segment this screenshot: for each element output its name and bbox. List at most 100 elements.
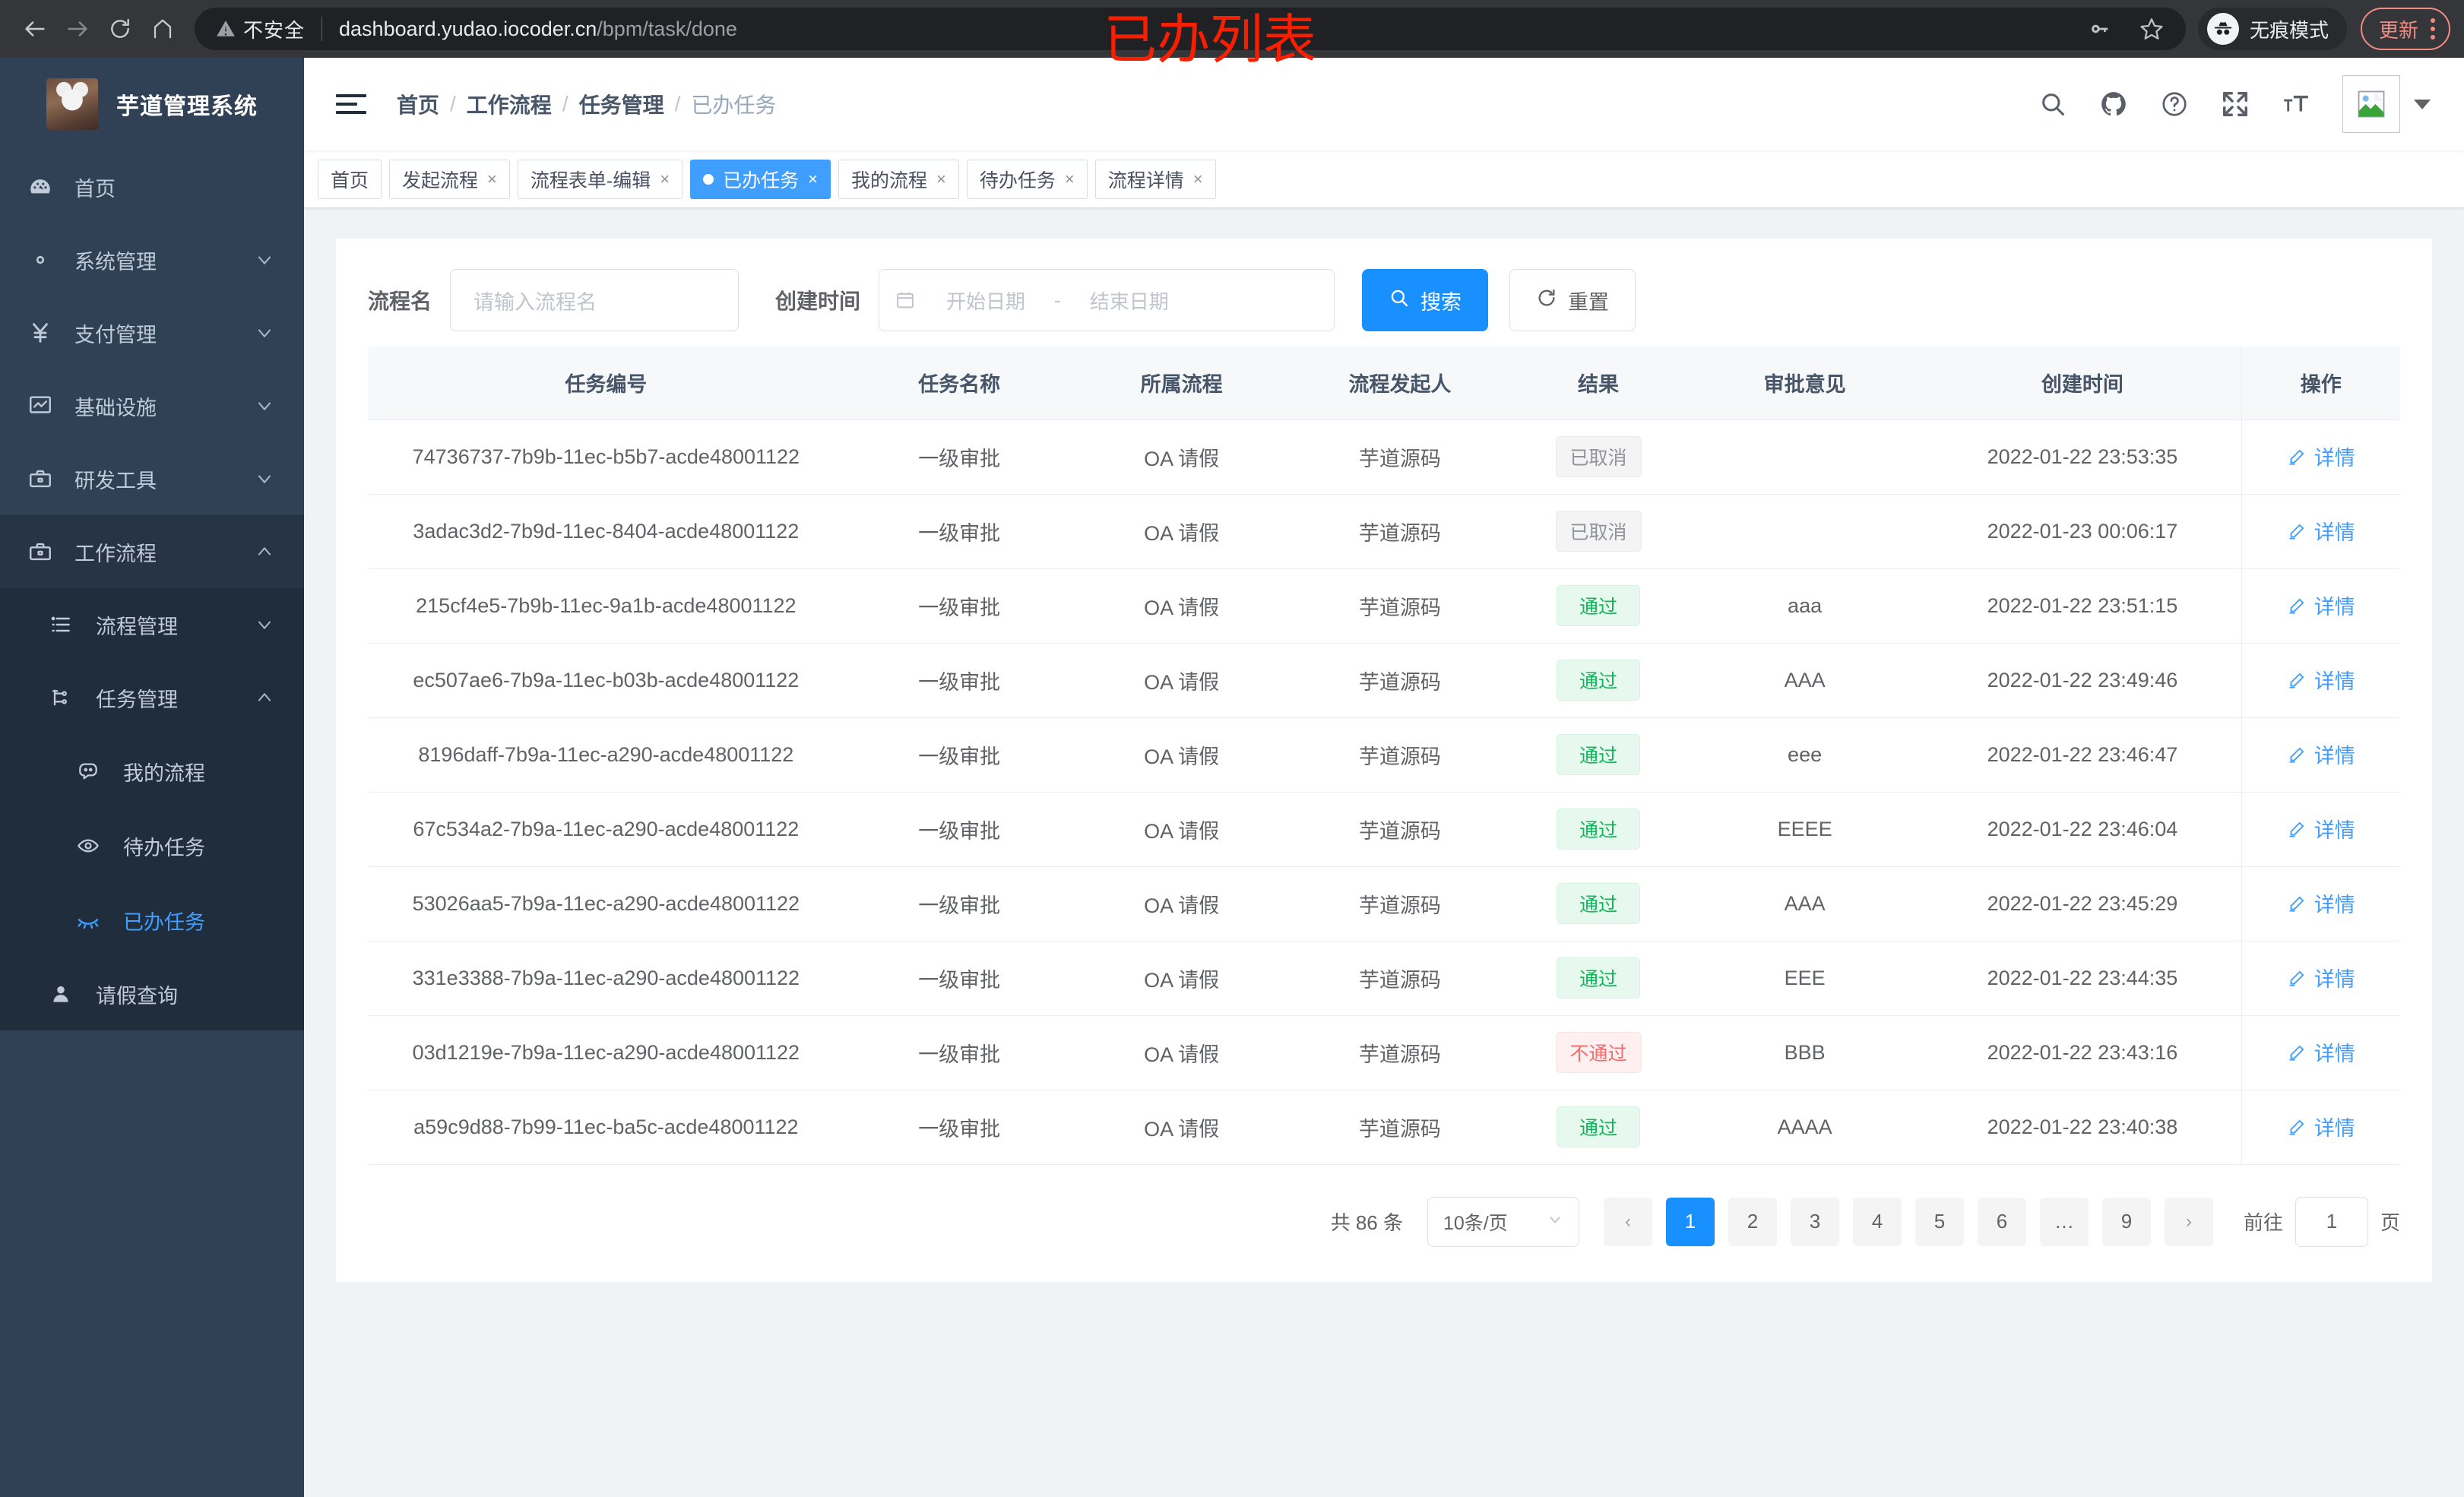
detail-button[interactable]: 详情 bbox=[2287, 1037, 2355, 1067]
pagination-page-button[interactable]: 2 bbox=[1728, 1197, 1777, 1246]
detail-button[interactable]: 详情 bbox=[2287, 442, 2355, 471]
cell-opinion bbox=[1685, 494, 1924, 569]
column-header-task-name: 任务名称 bbox=[844, 347, 1075, 420]
avatar[interactable] bbox=[2342, 75, 2431, 133]
detail-button[interactable]: 详情 bbox=[2287, 1112, 2355, 1141]
user-icon bbox=[49, 982, 84, 1006]
hamburger-icon[interactable] bbox=[336, 87, 369, 121]
gear-icon bbox=[27, 247, 62, 273]
column-header-operation: 操作 bbox=[2241, 347, 2400, 420]
close-icon[interactable]: × bbox=[487, 169, 497, 188]
search-icon[interactable] bbox=[2038, 90, 2067, 119]
pencil-icon bbox=[2287, 894, 2307, 913]
breadcrumb-item[interactable]: 工作流程 bbox=[466, 93, 552, 117]
font-size-icon[interactable] bbox=[2282, 90, 2310, 119]
forward-button[interactable] bbox=[56, 8, 99, 50]
tab-todo-task[interactable]: 待办任务 × bbox=[966, 159, 1088, 199]
close-icon[interactable]: × bbox=[808, 169, 818, 188]
breadcrumb-item[interactable]: 任务管理 bbox=[578, 93, 664, 117]
sidebar-item-process-manage[interactable]: 流程管理 bbox=[0, 588, 304, 661]
table-row: 67c534a2-7b9a-11ec-a290-acde48001122 一级审批… bbox=[368, 792, 2400, 867]
tab-process-form-edit[interactable]: 流程表单-编辑 × bbox=[517, 159, 683, 199]
close-icon[interactable]: × bbox=[936, 169, 946, 188]
tab-label: 流程表单-编辑 bbox=[530, 169, 651, 191]
breadcrumb-item[interactable]: 首页 bbox=[397, 93, 440, 117]
cell-process: OA 请假 bbox=[1074, 1015, 1289, 1090]
pencil-icon bbox=[2287, 1117, 2307, 1137]
close-icon[interactable]: × bbox=[660, 169, 670, 188]
reload-button[interactable] bbox=[99, 8, 141, 50]
sidebar-item-my-process[interactable]: 我的流程 bbox=[0, 734, 304, 809]
kebab-menu-icon[interactable] bbox=[2431, 18, 2435, 40]
chevron-up-icon bbox=[254, 687, 275, 708]
cell-starter: 芋道源码 bbox=[1288, 792, 1512, 867]
cell-task-name: 一级审批 bbox=[844, 1015, 1075, 1090]
detail-button[interactable]: 详情 bbox=[2287, 888, 2355, 918]
tab-my-process[interactable]: 我的流程 × bbox=[838, 159, 959, 199]
cell-task-id: 03d1219e-7b9a-11ec-a290-acde48001122 bbox=[368, 1015, 844, 1090]
sidebar-item-label: 已办任务 bbox=[123, 910, 205, 934]
pagination-page-button[interactable]: 1 bbox=[1665, 1197, 1715, 1246]
pagination-ellipsis[interactable]: … bbox=[2039, 1197, 2089, 1246]
pagination-page-button[interactable]: 4 bbox=[1852, 1197, 1902, 1246]
detail-button[interactable]: 详情 bbox=[2287, 665, 2355, 695]
sidebar-item-home[interactable]: 首页 bbox=[0, 150, 304, 223]
fullscreen-icon[interactable] bbox=[2221, 90, 2250, 119]
pagination-page-button[interactable]: 3 bbox=[1790, 1197, 1839, 1246]
pagination-page-button[interactable]: 5 bbox=[1915, 1197, 1964, 1246]
tab-label: 流程详情 bbox=[1107, 169, 1184, 191]
detail-button[interactable]: 详情 bbox=[2287, 739, 2355, 769]
process-name-input[interactable]: 请输入流程名 bbox=[450, 269, 740, 331]
pagination-page-button[interactable]: 6 bbox=[1977, 1197, 2026, 1246]
pagination-pages: 1 2 3 4 5 6 … 9 bbox=[1665, 1197, 2151, 1246]
sidebar-item-done-task[interactable]: 已办任务 bbox=[0, 883, 304, 957]
sidebar-item-system[interactable]: 系统管理 bbox=[0, 223, 304, 296]
reset-button[interactable]: 重置 bbox=[1509, 269, 1636, 331]
tab-label: 我的流程 bbox=[850, 169, 927, 191]
incognito-indicator[interactable]: 无痕模式 bbox=[2197, 8, 2347, 50]
cell-process: OA 请假 bbox=[1074, 792, 1289, 867]
help-circle-icon[interactable] bbox=[2160, 90, 2189, 119]
sidebar-logo[interactable]: 芋道管理系统 bbox=[0, 58, 304, 150]
pagination-prev-button[interactable]: ‹ bbox=[1603, 1197, 1652, 1246]
page-size-select[interactable]: 10条/页 bbox=[1427, 1196, 1579, 1247]
sidebar-item-todo-task[interactable]: 待办任务 bbox=[0, 809, 304, 883]
tab-home[interactable]: 首页 bbox=[318, 159, 382, 199]
date-range-picker[interactable]: 开始日期 - 结束日期 bbox=[879, 269, 1335, 331]
close-icon[interactable]: × bbox=[1064, 169, 1075, 188]
tab-start-process[interactable]: 发起流程 × bbox=[389, 159, 510, 199]
sidebar-item-devtools[interactable]: 研发工具 bbox=[0, 442, 304, 515]
home-button[interactable] bbox=[141, 8, 184, 50]
close-icon[interactable]: × bbox=[1192, 169, 1203, 188]
pagination-next-button[interactable]: › bbox=[2164, 1197, 2213, 1246]
sidebar-item-infrastructure[interactable]: 基础设施 bbox=[0, 369, 304, 442]
star-icon[interactable] bbox=[2139, 16, 2165, 42]
github-icon[interactable] bbox=[2099, 90, 2128, 119]
search-button[interactable]: 搜索 bbox=[1362, 269, 1489, 331]
detail-button[interactable]: 详情 bbox=[2287, 590, 2355, 620]
cell-result: 已取消 bbox=[1511, 494, 1686, 569]
sidebar-item-task-manage[interactable]: 任务管理 bbox=[0, 661, 304, 734]
detail-button[interactable]: 详情 bbox=[2287, 963, 2355, 992]
tab-done-task[interactable]: 已办任务 × bbox=[690, 159, 831, 199]
detail-button[interactable]: 详情 bbox=[2287, 516, 2355, 546]
search-button-label: 搜索 bbox=[1420, 290, 1462, 314]
sidebar-item-payment[interactable]: 支付管理 bbox=[0, 296, 304, 369]
sidebar-item-workflow[interactable]: 工作流程 bbox=[0, 515, 304, 588]
status-badge: 通过 bbox=[1557, 734, 1640, 775]
sidebar-item-label: 系统管理 bbox=[74, 250, 157, 274]
logo-avatar-icon bbox=[46, 78, 98, 130]
sidebar-item-leave-query[interactable]: 请假查询 bbox=[0, 957, 304, 1030]
column-header-process: 所属流程 bbox=[1074, 347, 1289, 420]
url-path: /bpm/task/done bbox=[597, 17, 737, 40]
cell-created-time: 2022-01-22 23:49:46 bbox=[1924, 643, 2242, 718]
cell-created-time: 2022-01-22 23:46:47 bbox=[1924, 717, 2242, 793]
key-icon[interactable] bbox=[2089, 17, 2113, 41]
jumper-input[interactable]: 1 bbox=[2295, 1196, 2368, 1247]
tab-process-detail[interactable]: 流程详情 × bbox=[1094, 159, 1216, 199]
detail-button[interactable]: 详情 bbox=[2287, 814, 2355, 843]
address-bar[interactable]: 不安全 dashboard.yudao.iocoder.cn/bpm/task/… bbox=[195, 8, 2186, 50]
back-button[interactable] bbox=[14, 8, 56, 50]
pagination-page-button[interactable]: 9 bbox=[2101, 1197, 2151, 1246]
update-button[interactable]: 更新 bbox=[2360, 8, 2450, 50]
